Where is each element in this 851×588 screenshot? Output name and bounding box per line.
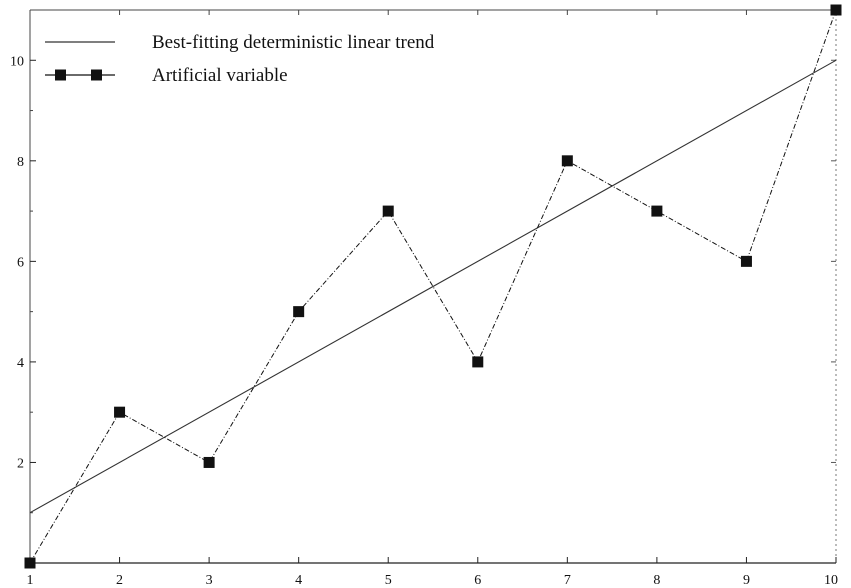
x-tick-label: 1 — [27, 573, 34, 588]
legend-label-1: Best-fitting deterministic linear trend — [152, 32, 435, 53]
series-line-2 — [29, 9, 837, 564]
data-point — [830, 4, 842, 16]
legend: Best-fitting deterministic linear trend A… — [45, 32, 435, 86]
x-tick-label: 4 — [295, 573, 302, 588]
x-tick-label: 7 — [564, 573, 571, 588]
x-tick-label: 8 — [653, 573, 660, 588]
y-tick-label: 10 — [10, 54, 24, 69]
y-tick-label: 2 — [17, 456, 24, 471]
x-tick-label: 6 — [474, 573, 481, 588]
data-point — [472, 356, 484, 368]
data-point — [203, 456, 215, 468]
x-tick-label: 2 — [116, 573, 123, 588]
legend-label-2: Artificial variable — [152, 65, 288, 86]
data-point — [293, 306, 305, 318]
y-tick-label: 6 — [17, 255, 24, 270]
legend-marker — [91, 69, 102, 81]
data-point — [24, 557, 36, 569]
axis-ticks: 1 2 3 4 5 6 7 8 9 10 2 4 6 8 10 — [10, 9, 838, 588]
x-tick-label: 5 — [385, 573, 392, 588]
y-tick-label: 4 — [17, 356, 24, 371]
data-point — [740, 255, 752, 267]
data-point — [382, 205, 394, 217]
plot-frame — [29, 9, 837, 564]
series-line-1 — [29, 59, 837, 514]
x-tick-label: 3 — [206, 573, 213, 588]
y-tick-label: 8 — [17, 155, 24, 170]
data-point — [114, 406, 126, 418]
x-tick-label: 10 — [824, 573, 838, 588]
data-point — [561, 155, 573, 167]
series-layer — [24, 4, 842, 569]
x-tick-label: 9 — [743, 573, 750, 588]
legend-marker — [55, 69, 66, 81]
data-point — [651, 205, 663, 217]
